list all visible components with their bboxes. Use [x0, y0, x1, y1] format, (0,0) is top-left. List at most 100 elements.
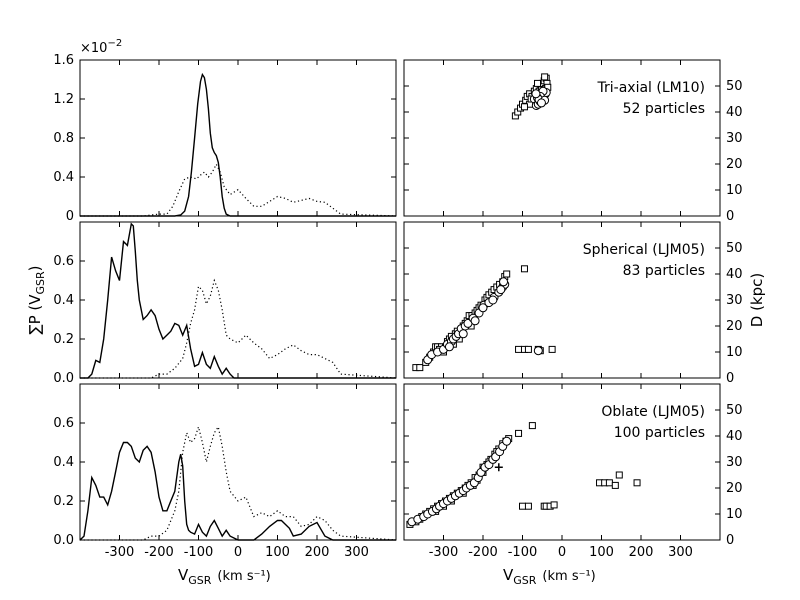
- series-solid-line: [80, 222, 396, 379]
- left-x-axis-label: VGSR (km s⁻¹): [178, 566, 271, 587]
- panel-label-particles: 52 particles: [623, 101, 705, 117]
- y-tick-label: 0: [726, 371, 734, 386]
- square-point: [520, 265, 528, 273]
- y-tick-label: 0.8: [53, 131, 74, 146]
- x-tick-label: 100: [265, 545, 290, 560]
- series-solid-line: [80, 72, 396, 217]
- y-tick-label: 40: [726, 267, 743, 282]
- y-tick-label: 50: [726, 403, 743, 418]
- circle-point: [496, 285, 506, 295]
- square-point: [520, 103, 528, 111]
- square-point: [611, 481, 619, 489]
- series-dotted-line: [80, 162, 397, 217]
- series-dotted-line: [80, 424, 397, 541]
- square-point: [548, 345, 556, 353]
- square-point: [519, 502, 526, 510]
- right-x-axis-label: VGSR (km s⁻¹): [503, 566, 596, 587]
- y-tick-label: 0.2: [53, 494, 74, 509]
- x-tick-label: 300: [344, 545, 369, 560]
- panel-middle-right: 0 10 20 30 40 50 Spherical (LJM05) 83 particles: [403, 221, 743, 386]
- right-x-axis-label-main: V: [503, 566, 514, 584]
- panel-frame: [79, 383, 397, 541]
- left-y-axis-label-main: ∑P (V: [26, 294, 44, 335]
- y-tick-label: 20: [726, 157, 743, 172]
- x-tick-label: 200: [629, 545, 654, 560]
- x-tick-label: -200: [468, 545, 498, 560]
- y-tick-label: 0: [66, 209, 74, 224]
- circle-point: [531, 89, 541, 99]
- y-tick-label: 10: [726, 345, 743, 360]
- square-point: [503, 270, 511, 278]
- x-tick-label: 200: [305, 545, 330, 560]
- left-x-axis-label-main: V: [178, 566, 189, 584]
- panel-middle-left: 0.0 0.2 0.4 0.6: [53, 221, 397, 386]
- square-point: [528, 422, 536, 430]
- square-point: [541, 73, 549, 81]
- y-tick-label: 30: [726, 131, 743, 146]
- y-tick-label: 30: [726, 293, 743, 308]
- y-tick-label: 50: [726, 79, 743, 94]
- scale-note-base: ×10: [80, 41, 107, 56]
- y-tick-label: 0.6: [53, 416, 74, 431]
- y-tick-label: 0.0: [53, 533, 74, 548]
- circle-point: [444, 342, 454, 352]
- square-point: [534, 79, 542, 87]
- y-tick-label: 1.6: [53, 53, 74, 68]
- circle-point: [488, 295, 498, 305]
- x-tick-label: -200: [144, 545, 174, 560]
- left-x-axis-label-sub: GSR: [188, 574, 212, 587]
- y-tick-label: 20: [726, 481, 743, 496]
- square-point: [550, 501, 558, 509]
- right-x-axis-label-sub: GSR: [513, 574, 537, 587]
- circle-point: [499, 277, 509, 287]
- scale-note-exponent: −2: [107, 38, 122, 49]
- y-tick-label: 0.2: [53, 332, 74, 347]
- left-y-axis-label-sub: GSR: [34, 271, 47, 295]
- left-y-axis-label: ∑P (VGSR): [26, 265, 47, 334]
- y-tick-label: 0.4: [53, 170, 74, 185]
- circle-point: [478, 303, 488, 313]
- y-tick-label: 0: [726, 209, 734, 224]
- series-solid-line: [79, 441, 396, 541]
- x-tick-label: -300: [105, 545, 135, 560]
- y-tick-label: 40: [726, 105, 743, 120]
- square-point: [524, 502, 532, 510]
- square-point: [524, 345, 532, 353]
- x-tick-label: -100: [508, 545, 538, 560]
- y-tick-label: 10: [726, 507, 743, 522]
- scale-note: ×10−2: [80, 38, 122, 56]
- circle-point: [470, 316, 480, 326]
- series-dotted-line: [80, 278, 397, 379]
- panel-bottom-right: 0 10 20 30 40 50 -300 -200 -100 0 100 200 300 Oblate …: [403, 383, 743, 560]
- y-tick-label: 0.6: [53, 254, 74, 269]
- x-tick-label: -300: [429, 545, 459, 560]
- square-point: [416, 364, 424, 372]
- y-tick-label: 10: [726, 183, 743, 198]
- square-point: [615, 471, 623, 479]
- left-x-axis-label-unit: (km s⁻¹): [217, 569, 270, 584]
- panels-group: 0 0.4 0.8 1.2 1.6 0.0 0.2 0.4 0.6 0.0 0.2 0.4 0.6 -30…: [53, 53, 742, 560]
- right-x-axis-label-unit: (km s⁻¹): [542, 569, 595, 584]
- circle-point: [536, 98, 546, 108]
- y-tick-label: 0: [726, 533, 734, 548]
- panel-label-model: Spherical (LJM05): [583, 242, 705, 258]
- circle-point: [502, 436, 512, 446]
- panel-top-right: 0 10 20 30 40 50 Tri-axial (LM10) 52 particles: [403, 59, 743, 224]
- y-tick-label: 50: [726, 241, 743, 256]
- plus-point: [494, 463, 503, 472]
- square-point: [515, 429, 523, 437]
- y-tick-label: 20: [726, 319, 743, 334]
- circle-point: [533, 346, 543, 356]
- y-tick-label: 1.2: [53, 92, 74, 107]
- x-tick-label: 100: [589, 545, 614, 560]
- y-tick-label: 30: [726, 455, 743, 470]
- x-tick-label: -100: [184, 545, 214, 560]
- panel-frame: [79, 59, 397, 217]
- square-point: [515, 345, 523, 353]
- panel-label-model: Oblate (LJM05): [601, 404, 705, 420]
- y-tick-label: 0.4: [53, 455, 74, 470]
- panel-top-left: 0 0.4 0.8 1.2 1.6: [53, 53, 397, 224]
- x-tick-label: 0: [234, 545, 242, 560]
- y-tick-label: 0.0: [53, 371, 74, 386]
